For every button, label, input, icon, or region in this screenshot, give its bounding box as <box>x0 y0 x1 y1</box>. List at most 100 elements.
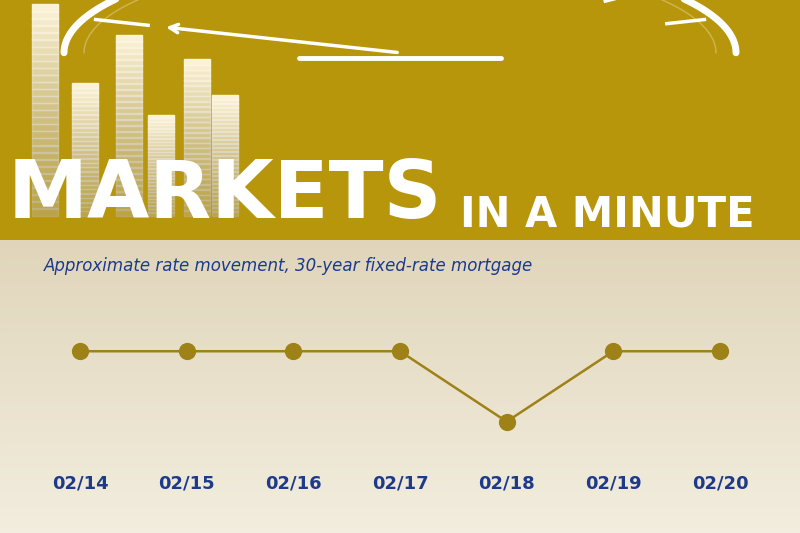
Bar <box>184 200 210 205</box>
Bar <box>0 340 800 342</box>
Bar <box>32 46 58 54</box>
Point <box>180 347 193 356</box>
Bar <box>0 246 800 248</box>
Bar <box>116 47 142 54</box>
Bar <box>116 125 142 132</box>
Bar <box>0 375 800 377</box>
Bar <box>72 211 98 216</box>
Bar <box>116 143 142 150</box>
Bar <box>0 254 800 255</box>
Bar <box>0 281 800 283</box>
Bar <box>148 208 174 213</box>
Bar <box>116 161 142 168</box>
Bar <box>212 175 238 180</box>
Bar <box>32 88 58 96</box>
Bar <box>0 506 800 507</box>
Bar <box>32 180 58 188</box>
Bar <box>148 132 174 135</box>
Bar <box>72 172 98 176</box>
Bar <box>184 143 210 148</box>
Bar <box>116 42 142 48</box>
Bar <box>0 343 800 345</box>
Bar <box>184 91 210 96</box>
Bar <box>0 422 800 424</box>
Bar <box>0 275 800 277</box>
Bar <box>0 383 800 384</box>
Bar <box>212 119 238 124</box>
Bar <box>184 60 210 65</box>
Bar <box>72 92 98 97</box>
Bar <box>0 260 800 261</box>
Bar <box>72 167 98 172</box>
Bar <box>212 164 238 168</box>
Bar <box>72 101 98 106</box>
Bar <box>72 123 98 128</box>
Bar <box>0 433 800 435</box>
Bar <box>0 369 800 371</box>
Bar <box>32 26 58 33</box>
Bar <box>0 355 800 357</box>
Bar <box>148 165 174 169</box>
Bar <box>184 122 210 127</box>
Bar <box>148 168 174 172</box>
Bar <box>0 285 800 287</box>
Bar <box>0 465 800 466</box>
Bar <box>0 523 800 525</box>
Bar <box>148 175 174 179</box>
Bar <box>0 459 800 461</box>
Bar <box>0 394 800 396</box>
Bar <box>0 435 800 437</box>
Bar <box>212 116 238 120</box>
Text: IN A MINUTE: IN A MINUTE <box>460 193 754 235</box>
Bar <box>0 486 800 488</box>
Bar <box>116 185 142 192</box>
Bar <box>72 84 98 88</box>
Bar <box>184 158 210 164</box>
Bar <box>0 396 800 398</box>
Bar <box>184 111 210 117</box>
Bar <box>212 140 238 144</box>
Bar <box>0 474 800 477</box>
Bar <box>0 334 800 336</box>
Bar <box>148 192 174 196</box>
Bar <box>32 117 58 124</box>
Bar <box>0 244 800 246</box>
Bar <box>0 283 800 285</box>
Bar <box>32 82 58 89</box>
Bar <box>72 136 98 141</box>
Bar <box>0 480 800 482</box>
Bar <box>148 189 174 192</box>
Bar <box>148 115 174 118</box>
Bar <box>0 342 800 343</box>
Bar <box>72 119 98 124</box>
Bar <box>72 163 98 167</box>
Bar <box>0 298 800 301</box>
Bar <box>116 77 142 84</box>
Bar <box>212 180 238 184</box>
Bar <box>72 114 98 119</box>
Bar <box>0 531 800 533</box>
Bar <box>148 138 174 142</box>
Bar <box>0 488 800 490</box>
Bar <box>212 188 238 192</box>
Bar <box>184 85 210 91</box>
Bar <box>0 482 800 484</box>
Bar <box>148 158 174 162</box>
Bar <box>0 404 800 406</box>
Bar <box>0 439 800 441</box>
Bar <box>72 132 98 136</box>
Bar <box>0 332 800 334</box>
Bar <box>116 53 142 60</box>
Bar <box>116 71 142 78</box>
Bar <box>148 155 174 159</box>
Bar <box>116 167 142 174</box>
Bar <box>116 156 142 162</box>
Bar <box>32 110 58 117</box>
Bar <box>184 117 210 122</box>
Bar <box>0 424 800 425</box>
Text: 02/19: 02/19 <box>585 474 642 492</box>
Bar <box>32 173 58 181</box>
Bar <box>0 295 800 296</box>
Bar <box>0 419 800 422</box>
Bar <box>184 106 210 112</box>
